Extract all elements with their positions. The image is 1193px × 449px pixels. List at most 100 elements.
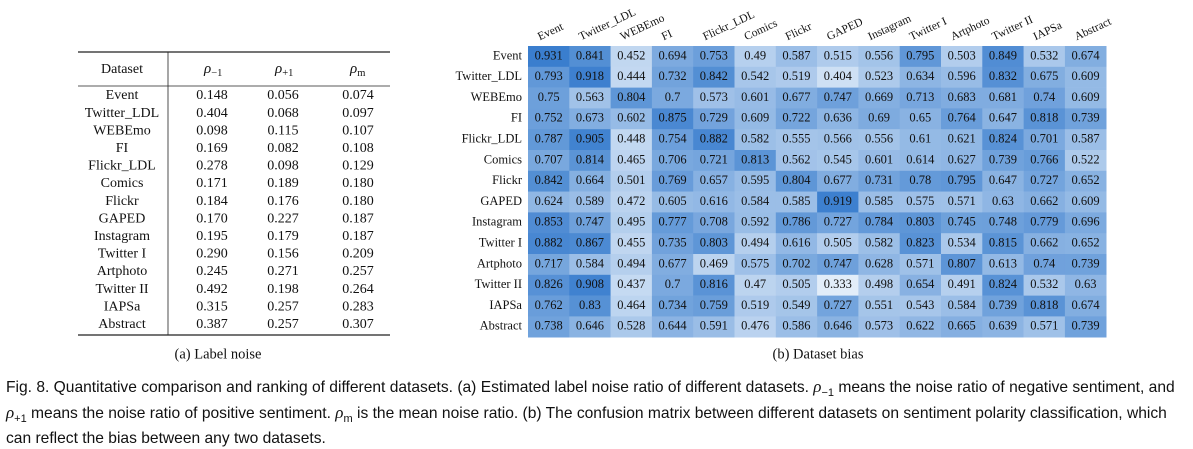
heatmap-cell: [693, 274, 735, 296]
cell-value: 0.542: [741, 69, 769, 83]
heatmap-cell: [610, 46, 653, 68]
heatmap-cell: [941, 129, 983, 151]
cell-value: 0.515: [824, 48, 852, 62]
heatmap-cell: [1023, 87, 1066, 109]
cell-value: 0.528: [617, 319, 645, 333]
heatmap-cell: [1064, 150, 1107, 172]
cell-value: 0.592: [741, 215, 769, 229]
heatmap-cell: [858, 191, 900, 213]
cell-value: 0.69: [868, 111, 890, 125]
noise-ratio: 0.187: [342, 229, 374, 244]
cell-value: 0.571: [906, 256, 934, 270]
heatmap-cell: [775, 212, 818, 234]
heatmap-cell: [569, 66, 611, 88]
caption-symbol: ρ+1: [6, 403, 27, 425]
cell-value: 0.674: [1071, 298, 1100, 312]
noise-ratio: 0.129: [342, 159, 374, 174]
noise-ratio: 0.108: [342, 141, 374, 156]
cell-value: 0.867: [576, 235, 604, 249]
heatmap-cell: [610, 170, 653, 192]
heatmap-cell: [651, 191, 694, 213]
heatmap-cell: [528, 129, 570, 151]
cell-value: 0.766: [1030, 152, 1058, 166]
cell-value: 0.448: [617, 131, 645, 145]
heatmap-cell: [982, 129, 1024, 151]
heatmap-cell: [734, 46, 777, 68]
heatmap-cell: [610, 274, 653, 296]
cell-value: 0.694: [658, 48, 687, 62]
heatmap-cell: [982, 66, 1024, 88]
cell-value: 0.571: [1030, 319, 1058, 333]
noise-ratio: 0.189: [267, 176, 299, 191]
row-label: Flickr: [492, 173, 523, 187]
heatmap-cell: [982, 108, 1024, 130]
cell-value: 0.601: [865, 152, 893, 166]
row-label: GAPED: [480, 194, 522, 208]
heatmap-cell: [775, 108, 818, 130]
dataset-name: Instagram: [94, 229, 150, 244]
heatmap-cell: [817, 295, 859, 317]
caption-symbol: ρ−1: [813, 377, 834, 399]
cell-value: 0.452: [617, 48, 645, 62]
cell-value: 0.636: [824, 111, 852, 125]
heatmap-cell: [899, 254, 942, 276]
heatmap-cell: [693, 129, 735, 151]
heatmap-cell: [693, 212, 735, 234]
cell-value: 0.495: [617, 215, 645, 229]
heatmap-cell: [899, 191, 942, 213]
cell-value: 0.784: [865, 215, 894, 229]
heatmap-cell: [941, 108, 983, 130]
dataset-name: Flickr: [105, 194, 139, 209]
cell-value: 0.739: [1071, 319, 1099, 333]
noise-ratio: 0.115: [268, 123, 299, 138]
cell-value: 0.696: [1071, 215, 1099, 229]
cell-value: 0.701: [1030, 131, 1058, 145]
noise-ratio: 0.271: [267, 264, 299, 279]
heatmap-cell: [858, 295, 900, 317]
cell-value: 0.498: [865, 277, 893, 291]
dataset-name: Flickr_LDL: [88, 159, 156, 174]
heatmap-cell: [1064, 87, 1107, 109]
cell-value: 0.545: [824, 152, 852, 166]
heatmap-cell: [734, 233, 777, 255]
cell-value: 0.739: [1071, 111, 1099, 125]
cell-value: 0.505: [824, 235, 852, 249]
cell-value: 0.816: [700, 277, 728, 291]
cell-value: 0.677: [824, 173, 852, 187]
subscript: m: [357, 68, 365, 79]
heatmap-cell: [569, 295, 611, 317]
noise-ratio: 0.187: [342, 211, 374, 226]
cell-value: 0.918: [576, 69, 604, 83]
heatmap-cell: [982, 87, 1024, 109]
cell-value: 0.875: [658, 111, 686, 125]
caption-text: Fig. 8. Quantitative comparison and rank…: [6, 379, 814, 396]
cell-value: 0.614: [906, 152, 935, 166]
heatmap-cell: [817, 150, 859, 172]
cell-value: 0.627: [948, 152, 976, 166]
cell-value: 0.752: [535, 111, 563, 125]
heatmap-cell: [610, 191, 653, 213]
heatmap-cell: [1064, 191, 1107, 213]
cell-value: 0.551: [865, 298, 893, 312]
cell-value: 0.646: [576, 319, 604, 333]
row-label: Instagram: [472, 215, 522, 229]
heatmap-cell: [941, 66, 983, 88]
table-header: ρ−1: [203, 61, 222, 79]
heatmap-cell: [941, 316, 983, 338]
heatmap-cell: [651, 212, 694, 234]
dataset-name: Twitter II: [95, 282, 148, 297]
heatmap-cell: [693, 46, 735, 68]
heatmap-cell: [610, 150, 653, 172]
heatmap-cell: [858, 254, 900, 276]
cell-value: 0.571: [948, 194, 976, 208]
heatmap-cell: [528, 150, 570, 172]
symbol: ρ: [6, 403, 15, 423]
heatmap-cell: [651, 316, 694, 338]
cell-value: 0.665: [948, 319, 976, 333]
cell-value: 0.522: [1071, 152, 1099, 166]
row-label: Twitter I: [479, 235, 522, 249]
cell-value: 0.748: [989, 215, 1017, 229]
cell-value: 0.738: [535, 319, 563, 333]
cell-value: 0.706: [658, 152, 686, 166]
cell-value: 0.609: [1071, 69, 1099, 83]
